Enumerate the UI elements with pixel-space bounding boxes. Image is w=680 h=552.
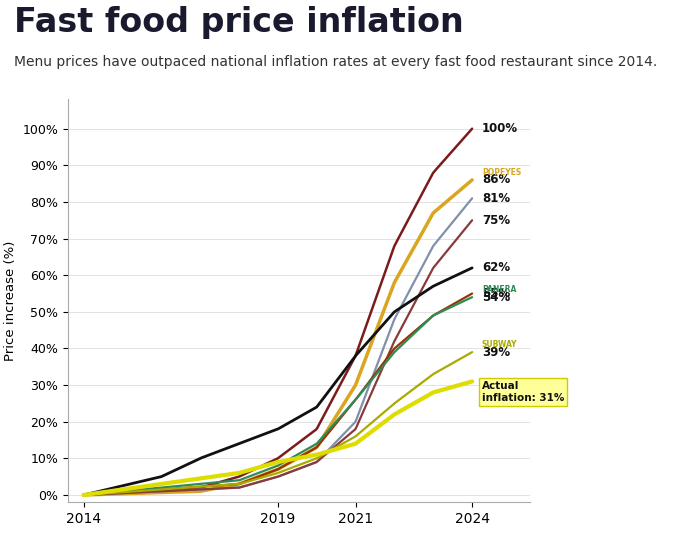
Text: 100%: 100% bbox=[482, 122, 518, 135]
Text: 86%: 86% bbox=[482, 173, 510, 187]
Text: Actual
inflation: 31%: Actual inflation: 31% bbox=[482, 381, 564, 403]
Text: SUBWAY: SUBWAY bbox=[482, 340, 517, 349]
Text: PANERA: PANERA bbox=[482, 285, 516, 294]
Text: 54%: 54% bbox=[482, 291, 510, 304]
Text: 62%: 62% bbox=[482, 261, 510, 274]
Text: 75%: 75% bbox=[482, 214, 510, 227]
Text: Menu prices have outpaced national inflation rates at every fast food restaurant: Menu prices have outpaced national infla… bbox=[14, 55, 657, 69]
Y-axis label: Price increase (%): Price increase (%) bbox=[4, 241, 17, 361]
Text: 39%: 39% bbox=[482, 346, 510, 359]
Text: POPEYES: POPEYES bbox=[482, 168, 521, 177]
Text: 55%: 55% bbox=[482, 287, 510, 300]
Text: Fast food price inflation: Fast food price inflation bbox=[14, 6, 463, 39]
Text: 81%: 81% bbox=[482, 192, 510, 205]
